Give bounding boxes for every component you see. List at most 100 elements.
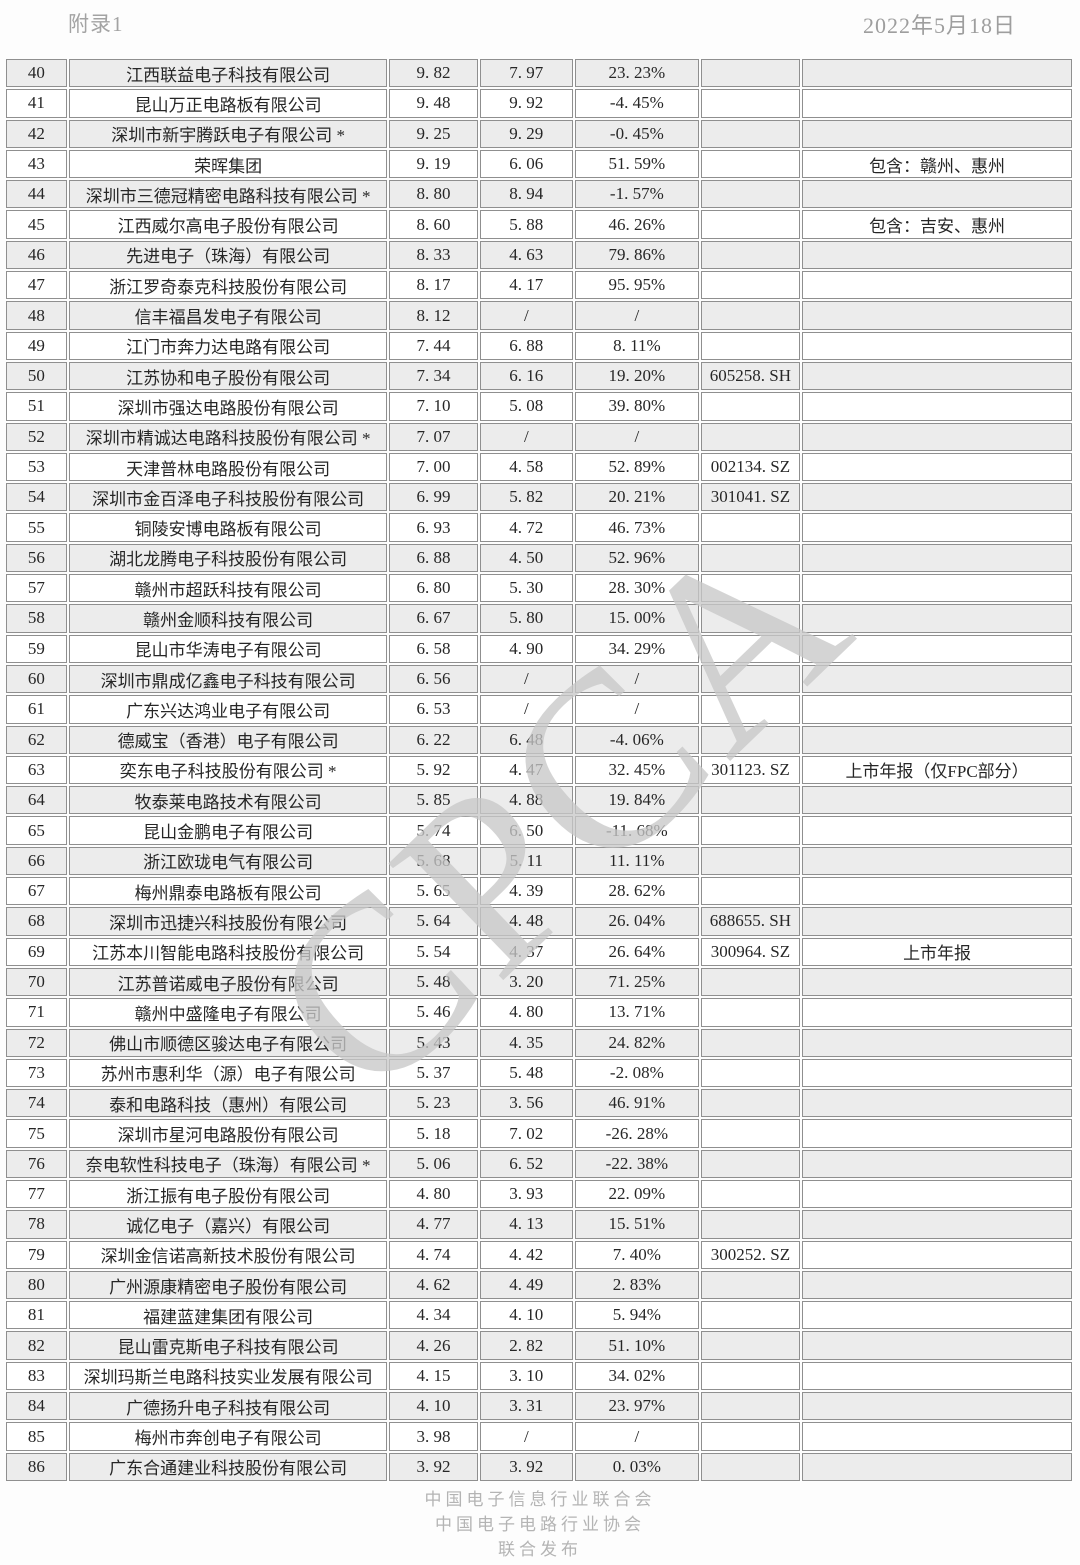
value-a-cell: 4. 34: [389, 1301, 478, 1330]
note-cell: [802, 331, 1072, 360]
growth-cell: 34. 29%: [574, 634, 699, 663]
value-a-cell: 4. 77: [389, 1210, 478, 1239]
stock-code-cell: [700, 210, 801, 239]
table-row: 59 昆山市华涛电子有限公司 6. 58 4. 90 34. 29%: [6, 634, 1072, 663]
table-row: 82 昆山雷克斯电子科技有限公司 4. 26 2. 82 51. 10%: [6, 1331, 1072, 1360]
stock-code-cell: [700, 1331, 801, 1360]
value-a-cell: 6. 58: [389, 634, 478, 663]
stock-code-cell: [700, 89, 801, 118]
rank-cell: 74: [6, 1089, 67, 1118]
table-row: 84 广德扬升电子科技有限公司 4. 10 3. 31 23. 97%: [6, 1392, 1072, 1421]
date-label: 2022年5月18日: [862, 13, 1016, 38]
note-cell: [802, 1058, 1072, 1088]
rank-cell: 78: [6, 1210, 67, 1239]
company-name-cell: 湖北龙腾电子科技股份有限公司: [68, 543, 388, 573]
table-row: 63 奕东电子科技股份有限公司 * 5. 92 4. 47 32. 45% 30…: [6, 755, 1072, 785]
rank-cell: 69: [6, 937, 67, 966]
growth-cell: 15. 00%: [574, 604, 699, 633]
company-name-cell: 福建蓝建集团有限公司: [68, 1301, 388, 1330]
value-b-cell: 4. 58: [479, 452, 573, 482]
growth-cell: -11. 68%: [574, 816, 699, 845]
rank-cell: 48: [6, 301, 67, 330]
company-name-cell: 深圳市金百泽电子科技股份有限公司: [68, 483, 388, 512]
company-name-cell: 信丰福昌发电子有限公司: [68, 301, 388, 330]
value-b-cell: 5. 08: [479, 392, 573, 421]
value-a-cell: 4. 62: [389, 1270, 478, 1300]
stock-code-cell: [700, 816, 801, 845]
value-a-cell: 7. 10: [389, 392, 478, 421]
note-cell: 上市年报: [802, 937, 1072, 966]
table-row: 86 广东合通建业科技股份有限公司 3. 92 3. 92 0. 03%: [6, 1452, 1072, 1481]
stock-code-cell: [700, 422, 801, 451]
value-b-cell: 6. 06: [479, 149, 573, 179]
value-b-cell: 9. 29: [479, 119, 573, 148]
value-a-cell: 5. 65: [389, 877, 478, 906]
growth-cell: -4. 06%: [574, 725, 699, 754]
rank-cell: 64: [6, 786, 67, 815]
table-row: 54 深圳市金百泽电子科技股份有限公司 6. 99 5. 82 20. 21% …: [6, 483, 1072, 512]
company-name-cell: 江苏普诺威电子股份有限公司: [68, 967, 388, 997]
company-name-cell: 奈电软性科技电子（珠海）有限公司 *: [68, 1149, 388, 1178]
company-name-cell: 梅州鼎泰电路板有限公司: [68, 877, 388, 906]
stock-code-cell: [700, 1089, 801, 1118]
value-a-cell: 7. 34: [389, 361, 478, 391]
value-b-cell: /: [479, 695, 573, 724]
value-a-cell: 8. 17: [389, 271, 478, 300]
table-row: 68 深圳市迅捷兴科技股份有限公司 5. 64 4. 48 26. 04% 68…: [6, 907, 1072, 936]
stock-code-cell: [700, 1422, 801, 1451]
growth-cell: 51. 10%: [574, 1331, 699, 1360]
stock-code-cell: 605258. SH: [700, 361, 801, 391]
company-name-cell: 江门市奔力达电路有限公司: [68, 331, 388, 360]
value-b-cell: 4. 13: [479, 1210, 573, 1239]
growth-cell: /: [574, 664, 699, 694]
table-row: 72 佛山市顺德区骏达电子有限公司 5. 43 4. 35 24. 82%: [6, 1028, 1072, 1057]
stock-code-cell: [700, 1028, 801, 1057]
growth-cell: /: [574, 695, 699, 724]
rank-cell: 53: [6, 452, 67, 482]
stock-code-cell: [700, 664, 801, 694]
table-row: 51 深圳市强达电路股份有限公司 7. 10 5. 08 39. 80%: [6, 392, 1072, 421]
growth-cell: 20. 21%: [574, 483, 699, 512]
value-a-cell: 5. 23: [389, 1089, 478, 1118]
stock-code-cell: [700, 1301, 801, 1330]
rank-cell: 79: [6, 1240, 67, 1269]
value-a-cell: 7. 44: [389, 331, 478, 360]
note-cell: [802, 1422, 1072, 1451]
table-row: 75 深圳市星河电路股份有限公司 5. 18 7. 02 -26. 28%: [6, 1119, 1072, 1148]
growth-cell: 24. 82%: [574, 1028, 699, 1057]
company-name-cell: 深圳玛斯兰电路科技实业发展有限公司: [68, 1361, 388, 1391]
table-row: 80 广州源康精密电子股份有限公司 4. 62 4. 49 2. 83%: [6, 1270, 1072, 1300]
value-b-cell: 5. 82: [479, 483, 573, 512]
value-b-cell: 3. 31: [479, 1392, 573, 1421]
stock-code-cell: [700, 998, 801, 1027]
company-name-cell: 昆山万正电路板有限公司: [68, 89, 388, 118]
note-cell: [802, 725, 1072, 754]
value-b-cell: 4. 10: [479, 1301, 573, 1330]
stock-code-cell: [700, 301, 801, 330]
value-b-cell: 4. 35: [479, 1028, 573, 1057]
note-cell: [802, 998, 1072, 1027]
value-a-cell: 8. 33: [389, 240, 478, 270]
value-b-cell: 4. 49: [479, 1270, 573, 1300]
note-cell: [802, 574, 1072, 603]
value-b-cell: 5. 88: [479, 210, 573, 239]
table-row: 85 梅州市奔创电子有限公司 3. 98 / /: [6, 1422, 1072, 1451]
growth-cell: 23. 23%: [574, 59, 699, 88]
rank-cell: 55: [6, 513, 67, 542]
note-cell: [802, 422, 1072, 451]
value-a-cell: 5. 64: [389, 907, 478, 936]
value-b-cell: 6. 52: [479, 1149, 573, 1178]
growth-cell: 46. 73%: [574, 513, 699, 542]
growth-cell: 51. 59%: [574, 149, 699, 179]
table-row: 56 湖北龙腾电子科技股份有限公司 6. 88 4. 50 52. 96%: [6, 543, 1072, 573]
company-name-cell: 奕东电子科技股份有限公司 *: [68, 755, 388, 785]
table-row: 78 诚亿电子（嘉兴）有限公司 4. 77 4. 13 15. 51%: [6, 1210, 1072, 1239]
stock-code-cell: 300964. SZ: [700, 937, 801, 966]
value-b-cell: 7. 02: [479, 1119, 573, 1148]
value-b-cell: 5. 30: [479, 574, 573, 603]
company-name-cell: 诚亿电子（嘉兴）有限公司: [68, 1210, 388, 1239]
growth-cell: 52. 96%: [574, 543, 699, 573]
stock-code-cell: 300252. SZ: [700, 1240, 801, 1269]
company-name-cell: 深圳市精诚达电路科技股份有限公司 *: [68, 422, 388, 451]
note-cell: [802, 240, 1072, 270]
